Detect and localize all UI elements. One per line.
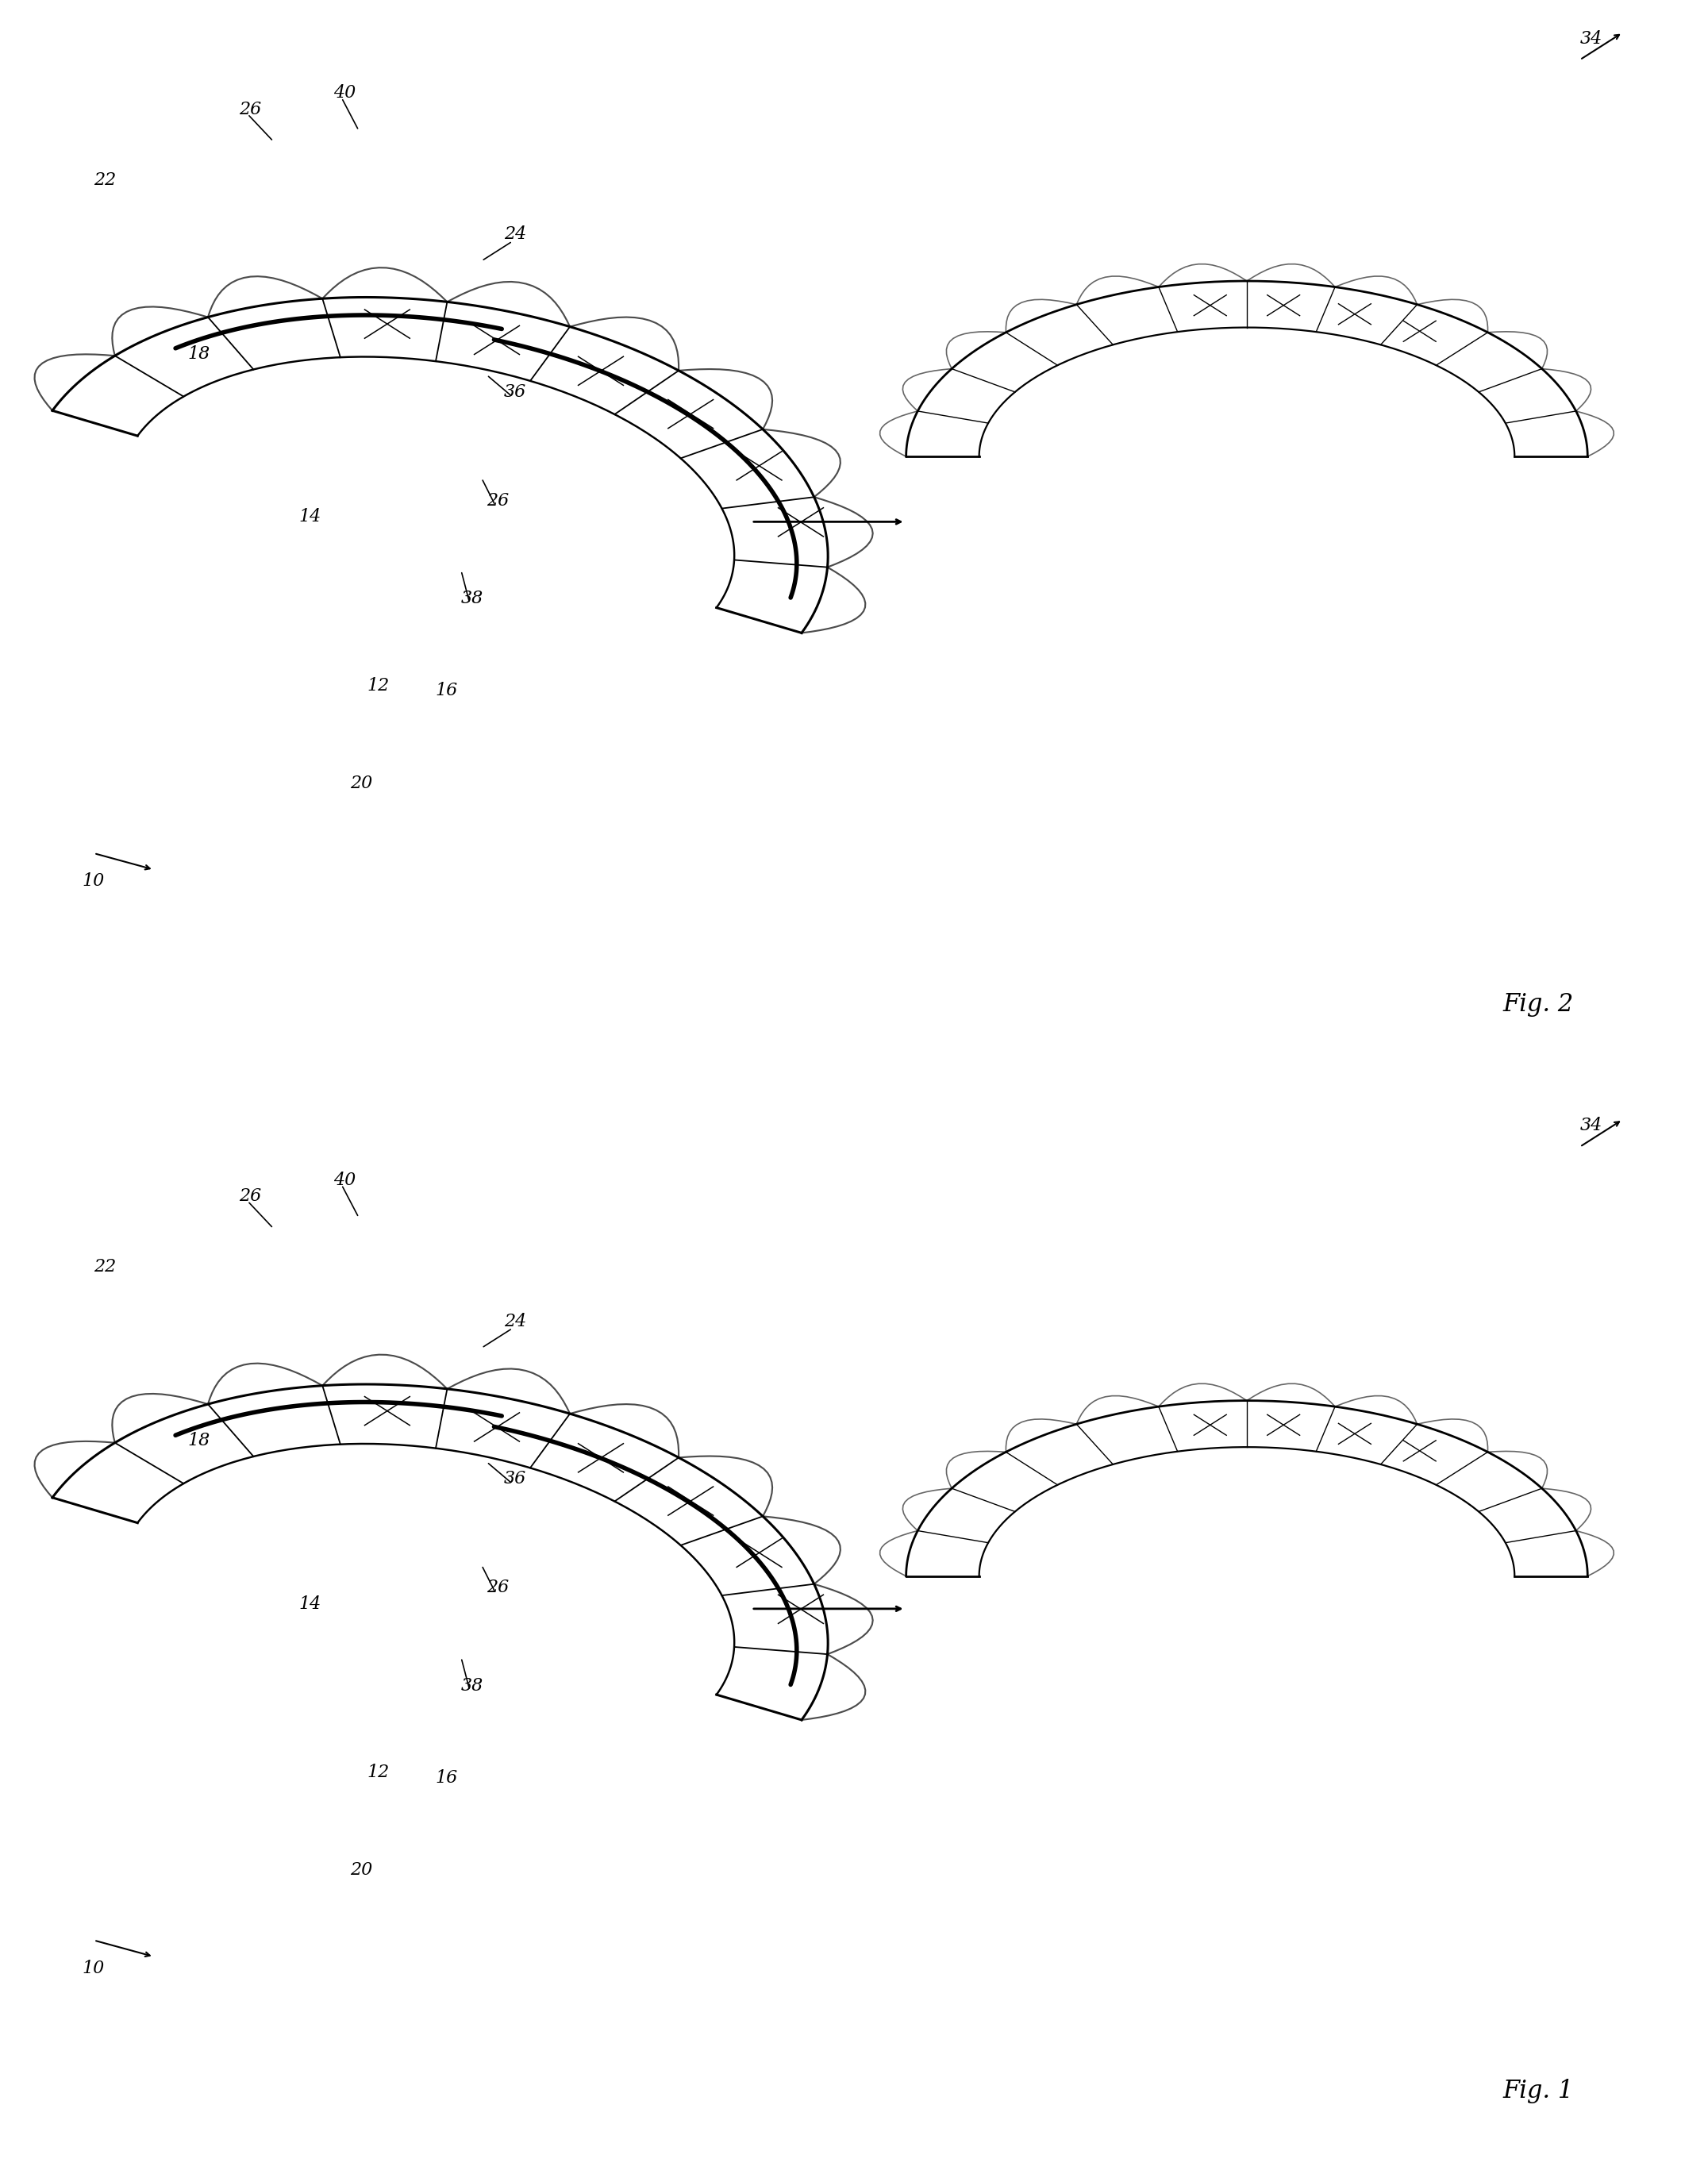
Text: 10: 10 [82, 1959, 104, 1976]
Text: 18: 18 [188, 346, 210, 363]
Text: 18: 18 [188, 1433, 210, 1450]
Text: 38: 38 [461, 1676, 483, 1694]
Text: 26: 26 [487, 1578, 509, 1596]
Text: 16: 16 [436, 683, 458, 700]
Text: 40: 40 [333, 85, 355, 102]
Text: 34: 34 [1580, 30, 1602, 48]
Text: 22: 22 [94, 1259, 116, 1276]
Text: 10: 10 [82, 872, 104, 889]
Text: 14: 14 [299, 509, 321, 526]
Text: 20: 20 [350, 774, 372, 791]
Text: 22: 22 [94, 172, 116, 189]
Text: 14: 14 [299, 1596, 321, 1613]
Text: 20: 20 [350, 1861, 372, 1878]
Text: 26: 26 [239, 100, 261, 117]
Text: 38: 38 [461, 589, 483, 607]
Text: 12: 12 [367, 1763, 389, 1781]
Text: 12: 12 [367, 676, 389, 694]
Text: 36: 36 [504, 1470, 526, 1487]
Text: Fig. 1: Fig. 1 [1503, 2078, 1573, 2104]
Text: 26: 26 [239, 1187, 261, 1204]
Text: Fig. 2: Fig. 2 [1503, 991, 1573, 1017]
Text: 16: 16 [436, 1770, 458, 1787]
Text: 26: 26 [487, 491, 509, 509]
Text: 34: 34 [1580, 1117, 1602, 1135]
Text: 40: 40 [333, 1172, 355, 1189]
Text: 36: 36 [504, 383, 526, 400]
Text: 24: 24 [504, 1313, 526, 1330]
Text: 24: 24 [504, 226, 526, 243]
